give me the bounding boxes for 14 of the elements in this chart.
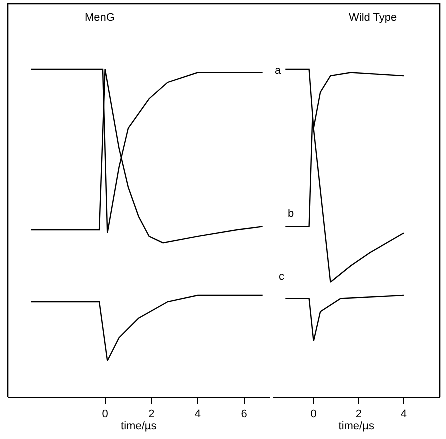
chart-title: MenG <box>85 12 115 24</box>
x-tick-label: 2 <box>356 408 362 420</box>
x-tick-label: 6 <box>241 408 248 420</box>
x-axis-title: time/µs <box>121 420 158 433</box>
x-tick-label: 2 <box>148 408 155 420</box>
x-axis-title: time/µs <box>338 420 375 433</box>
x-tick-label: 0 <box>310 408 317 420</box>
x-tick-label: 4 <box>194 408 202 420</box>
x-tick-label: 4 <box>400 408 408 420</box>
annotation: b <box>288 208 294 220</box>
annotation: c <box>279 271 285 283</box>
annotation: a <box>275 65 282 77</box>
chart-title: Wild Type <box>349 12 398 24</box>
x-tick-label: 0 <box>102 408 108 420</box>
